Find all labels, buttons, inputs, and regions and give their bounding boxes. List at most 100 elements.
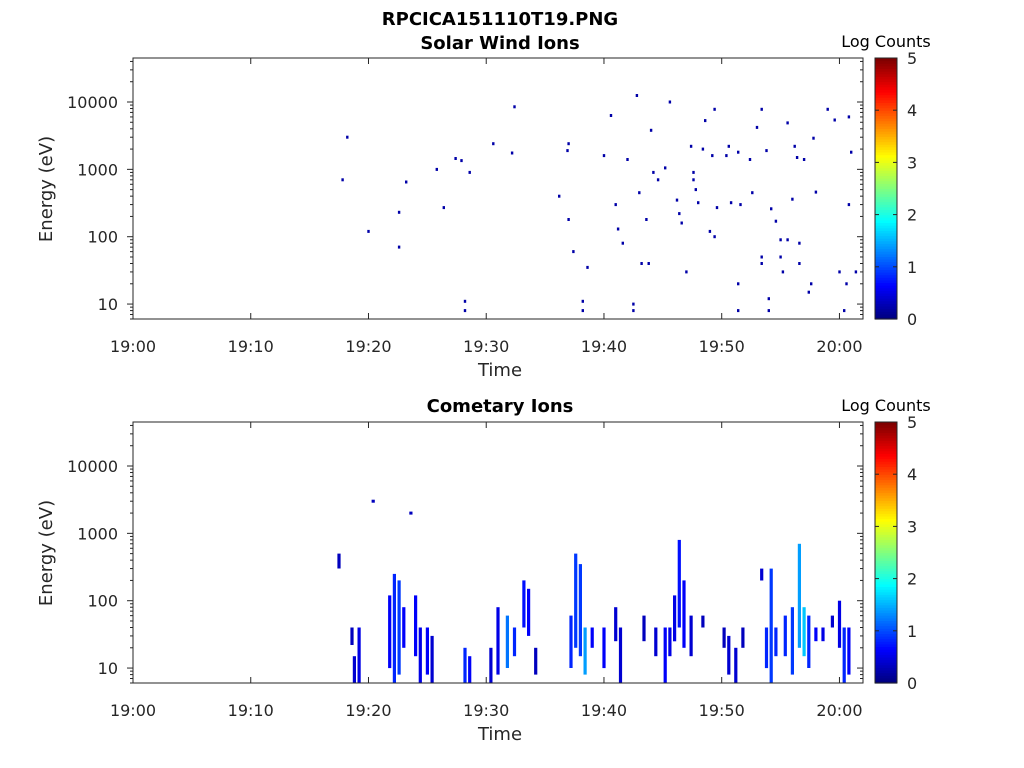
colorbar-segment [875,125,897,130]
colorbar-frame [874,57,898,320]
panel-title: Cometary Ions [427,396,574,417]
colorbar-segment [875,81,897,85]
colorbar-segment [875,151,897,156]
data-cell [781,270,785,274]
colorbar-segment [875,615,897,619]
data-cell [737,309,740,313]
colorbar-segment [875,201,897,205]
data-cell [558,194,561,198]
data-band [357,627,361,683]
colorbar-segment [875,521,897,525]
colorbar-segment [875,120,897,124]
y-tick-label: 10 [98,295,118,314]
colorbar-segment [875,424,897,428]
data-band [512,627,517,657]
data-cell [727,144,730,148]
colorbar-segment [875,599,897,603]
data-band [337,553,341,569]
data-cell [656,178,660,182]
colorbar: 0 1 2 3 4 5 [874,49,917,329]
colorbar-segment [875,84,897,88]
data-cell [602,154,606,158]
colorbar-segment [875,432,897,436]
x-tick-label: 19:50 [699,337,745,356]
y-tick-label: 10000 [67,93,118,112]
colorbar-tick-label: 3 [907,517,917,536]
data-band [774,627,778,657]
data-band [574,553,578,648]
colorbar-segment [875,526,897,530]
data-band [760,568,764,581]
colorbar-segment [875,123,897,127]
colorbar-segment [875,227,897,231]
data-cell [567,218,570,221]
colorbar-segment [875,575,897,580]
colorbar-segment [875,178,897,182]
colorbar-segment [875,217,897,221]
data-band [496,607,500,675]
x-tick-label: 19:00 [110,701,156,720]
colorbar-tick-label: 2 [907,570,917,589]
y-tick-label: 1000 [77,524,118,543]
data-cell [847,115,851,119]
data-cell [678,212,681,216]
data-band [371,499,375,503]
x-tick-label: 20:00 [816,337,862,356]
colorbar-segment [875,266,897,271]
data-cell [640,262,643,265]
colorbar-segment [875,146,897,150]
colorbar-segment [875,589,897,593]
colorbar-segment [875,159,897,163]
data-cell [760,255,763,259]
colorbar-segment [875,586,897,590]
data-band [642,615,646,642]
colorbar-segment [875,206,897,210]
colorbar-segment [875,547,897,551]
data-cell [692,170,695,174]
colorbar-segment [875,240,897,244]
colorbar-tick-label: 0 [907,310,917,329]
colorbar-segment [875,487,897,491]
data-cell [435,167,438,171]
y-tick-label: 1000 [77,160,118,179]
colorbar-segment [875,471,897,475]
y-axis-label: Energy (eV) [36,500,57,606]
data-band [830,615,834,628]
data-cell [367,229,370,233]
data-cell [711,154,714,158]
colorbar-segment [875,112,897,117]
colorbar-segment [875,279,897,284]
data-band [764,627,769,669]
colorbar-segment [875,311,897,315]
colorbar-segment [875,99,897,103]
colorbar-segment [875,628,897,632]
data-cell [807,290,810,294]
colorbar-segment [875,68,897,72]
data-cell [346,135,349,139]
colorbar-segment [875,167,897,171]
colorbar-segment [875,251,897,255]
colorbar-segment [875,196,897,200]
data-cell [814,190,818,194]
colorbar-tick-label: 2 [907,206,917,225]
colorbar-segment [875,180,897,184]
data-cell [701,147,705,151]
data-band [392,573,396,683]
data-cell [442,206,445,210]
colorbar-segment [875,534,897,538]
plot-area [132,57,864,320]
colorbar-segment [875,107,897,111]
colorbar-segment [875,669,897,674]
x-axis-label: Time [477,360,522,381]
colorbar-segment [875,63,897,67]
data-cell [567,142,570,146]
y-tick-label: 10000 [67,457,118,476]
colorbar-segment [875,435,897,439]
colorbar-tick-label: 1 [907,622,917,641]
colorbar-segment [875,513,897,517]
colorbar-segment [875,269,897,273]
data-cell [680,221,683,225]
data-cell [632,309,635,313]
data-cell [786,121,789,125]
